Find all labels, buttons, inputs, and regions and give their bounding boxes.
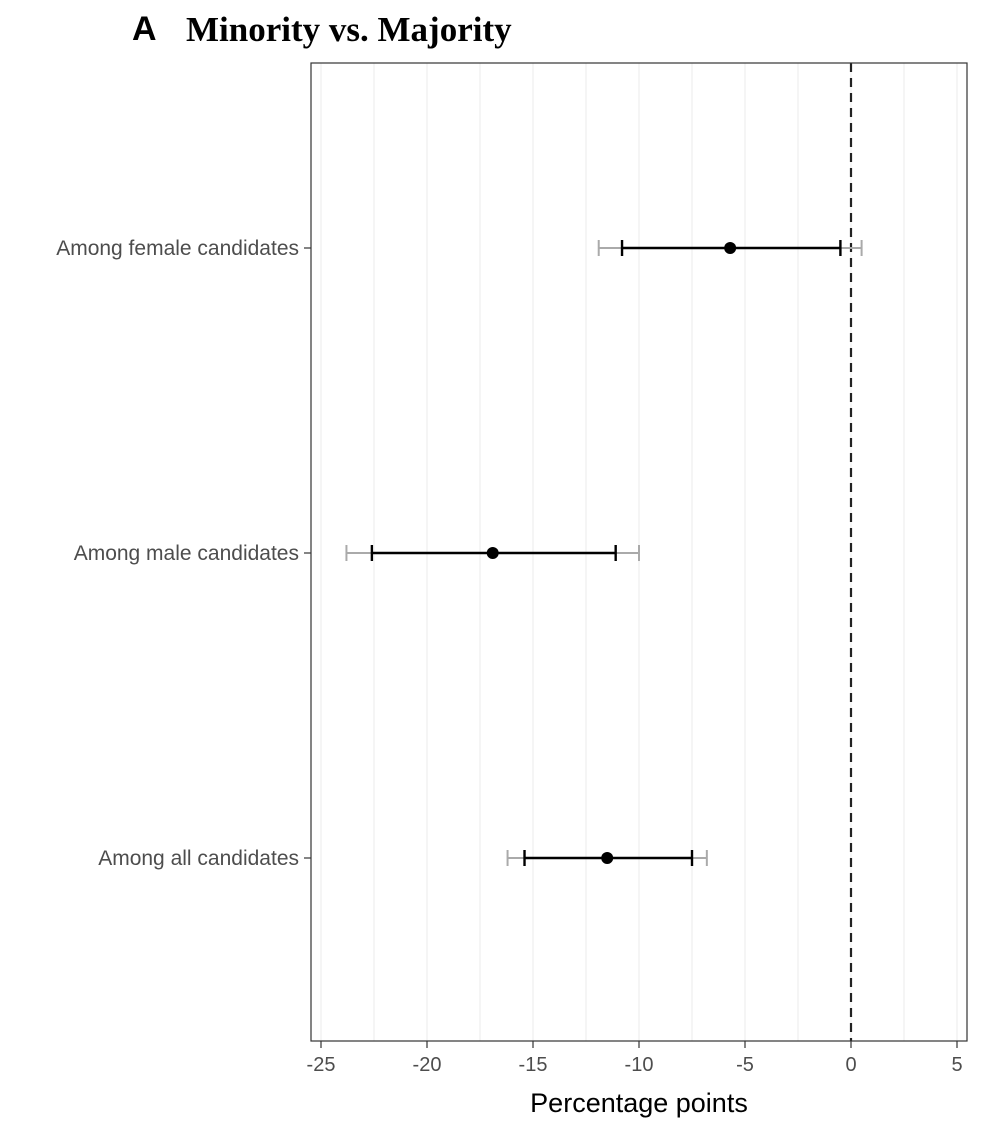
x-tick-label: -20 <box>413 1054 442 1076</box>
x-tick-label: -10 <box>625 1054 654 1076</box>
chart-title: Minority vs. Majority <box>186 10 512 49</box>
chart-marks <box>345 63 863 1041</box>
x-axis-title: Percentage points <box>530 1088 748 1118</box>
point-estimate <box>724 242 737 254</box>
x-tick-label: 0 <box>845 1054 856 1076</box>
panel-letter: A <box>132 10 157 48</box>
category-label: Among all candidates <box>98 847 299 870</box>
point-estimate <box>486 547 499 559</box>
x-tick-label: -25 <box>307 1054 336 1076</box>
point-estimate <box>601 852 614 864</box>
x-axis: -25 -20 -15 -10 -5 0 5 <box>307 1041 963 1076</box>
category-label: Among female candidates <box>56 237 299 260</box>
y-axis: Among female candidates Among male candid… <box>56 237 311 870</box>
x-tick-label: -15 <box>519 1054 548 1076</box>
x-tick-label: -5 <box>736 1054 754 1076</box>
category-label: Among male candidates <box>74 542 299 565</box>
x-tick-label: 5 <box>951 1054 962 1076</box>
